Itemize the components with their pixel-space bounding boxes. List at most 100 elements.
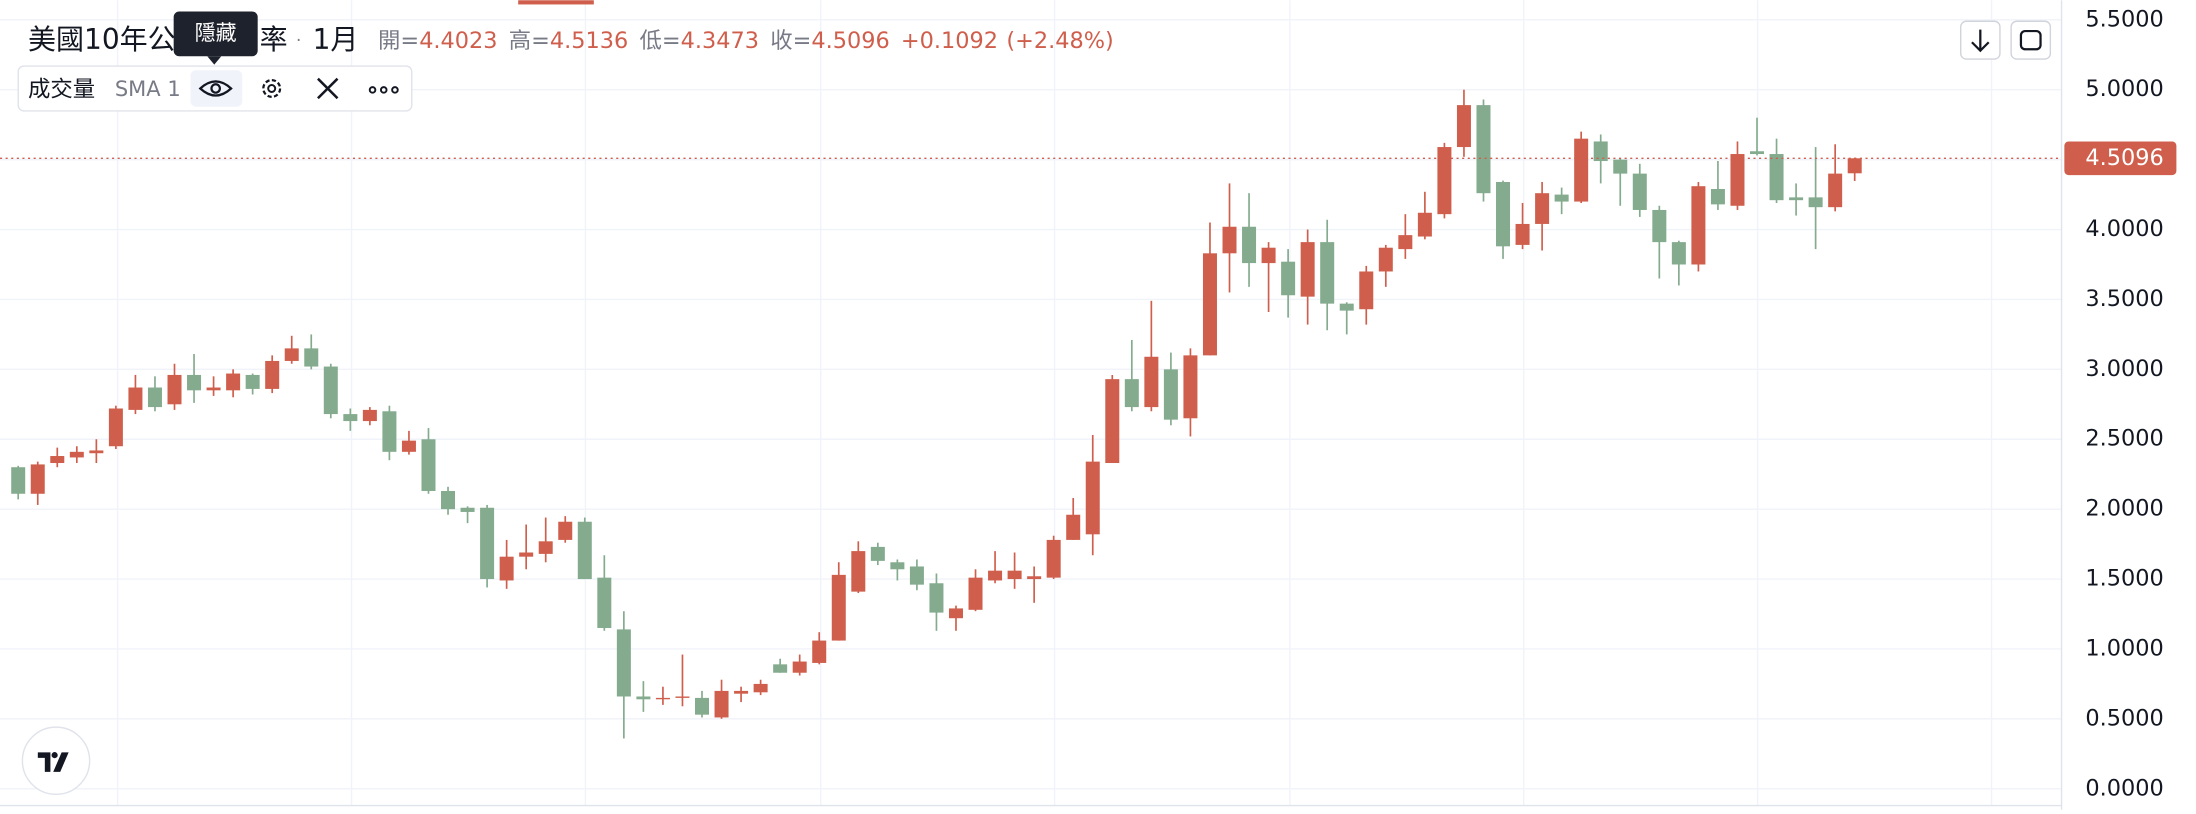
candle-body (1085, 461, 1100, 535)
candle-body (1417, 212, 1432, 237)
candle-body (1202, 253, 1217, 356)
candle-body (1535, 193, 1550, 224)
candle-body (187, 374, 202, 391)
candle-body (773, 664, 788, 673)
candle-body (519, 552, 534, 557)
logo-circle (21, 726, 91, 796)
candle-body (929, 583, 944, 613)
candle-body (1456, 105, 1471, 148)
compare-button[interactable] (2010, 20, 2052, 60)
ohlc-value: 4.3473 (681, 27, 759, 53)
candle-body (1847, 158, 1862, 174)
change-percent: (+2.48%) (1006, 27, 1113, 53)
candle-body (30, 464, 45, 494)
ohlc-label: 收= (770, 27, 811, 53)
candle-body (362, 409, 377, 422)
candle-body (1593, 141, 1608, 162)
candle-body (1378, 247, 1393, 272)
candle-body (1691, 186, 1706, 265)
eye-pupil (210, 83, 222, 94)
candle-body (792, 661, 807, 673)
logo-mark (37, 752, 69, 772)
download-icon (1971, 29, 1990, 53)
candle-body (909, 566, 924, 585)
candle-body (1300, 242, 1315, 297)
candle-body (245, 374, 260, 389)
toolbar-right (1960, 20, 2052, 60)
candle-body (1828, 173, 1843, 208)
candle-body (1183, 355, 1198, 419)
ohlc-value: 4.5096 (811, 27, 889, 53)
settings-icon[interactable] (262, 78, 282, 99)
candle-body (1554, 194, 1569, 202)
candle-body (597, 577, 612, 628)
vertical-grid (116, 0, 1993, 806)
ohlc-value: 4.4023 (419, 27, 497, 53)
y-tick-label: 3.0000 (2085, 356, 2163, 382)
candle-body (265, 360, 280, 389)
candle-body (655, 697, 670, 700)
interval: 1月 (313, 23, 359, 56)
indicator-params: SMA 1 (115, 77, 181, 101)
candle-body (1124, 379, 1139, 408)
more-icon[interactable] (368, 86, 399, 94)
candle-body (1515, 223, 1530, 245)
y-tick-label: 0.5000 (2085, 705, 2163, 731)
candle-body (851, 551, 866, 592)
eye-icon (198, 80, 233, 97)
y-tick-label: 5.0000 (2085, 76, 2163, 102)
logo-dot (51, 752, 58, 759)
candle-body (812, 640, 827, 663)
candle-body (538, 541, 553, 554)
candle-body (480, 507, 495, 580)
tooltip-arrow (207, 56, 222, 65)
candle-body (675, 696, 690, 698)
ohlc-value: 4.5136 (550, 27, 628, 53)
last-price-box (2064, 141, 2177, 176)
candle-body (382, 411, 397, 452)
candle-body (1339, 303, 1354, 311)
candle-body (988, 570, 1003, 581)
candle-body (323, 366, 338, 415)
y-tick-label: 1.5000 (2085, 566, 2163, 592)
candle-body (1730, 154, 1745, 206)
candle-body (1163, 369, 1178, 420)
candle-body (948, 608, 963, 619)
candle-body (167, 374, 182, 405)
ohlc-label: 開= (378, 27, 419, 53)
candle-body (108, 408, 123, 447)
candle-body (343, 414, 358, 422)
settings-center (267, 84, 277, 93)
candle-body (50, 456, 65, 464)
candle-body (1808, 197, 1823, 208)
indicator-pill[interactable]: 成交量 SMA 1 (17, 65, 413, 112)
y-tick-label: 5.5000 (2085, 6, 2163, 32)
candle-body (714, 690, 729, 718)
candle-body (1496, 182, 1511, 247)
candle-body (870, 546, 885, 561)
candle-body (421, 439, 436, 491)
candle-body (1710, 188, 1725, 205)
candle-body (1320, 242, 1335, 304)
logo[interactable] (21, 726, 91, 796)
candle-body (441, 490, 456, 510)
close-icon[interactable] (317, 77, 339, 100)
candle-body (460, 507, 475, 512)
y-tick-label: 0.0000 (2085, 775, 2163, 801)
candle-body (1222, 226, 1237, 254)
tab-indicator (518, 0, 594, 5)
candle-body (1027, 576, 1042, 580)
candle-body (69, 451, 84, 458)
candle-body (890, 562, 905, 570)
eye-button[interactable] (190, 70, 243, 107)
candle-body (695, 697, 710, 715)
candle-body (1261, 247, 1276, 264)
candle-body (1652, 209, 1667, 243)
candle-body (284, 348, 299, 361)
candle-body (206, 387, 221, 391)
separator-dot: · (296, 30, 301, 50)
candle-body (226, 373, 241, 391)
ohlc-label: 低= (639, 27, 680, 53)
y-tick-label: 4.0000 (2085, 216, 2163, 242)
